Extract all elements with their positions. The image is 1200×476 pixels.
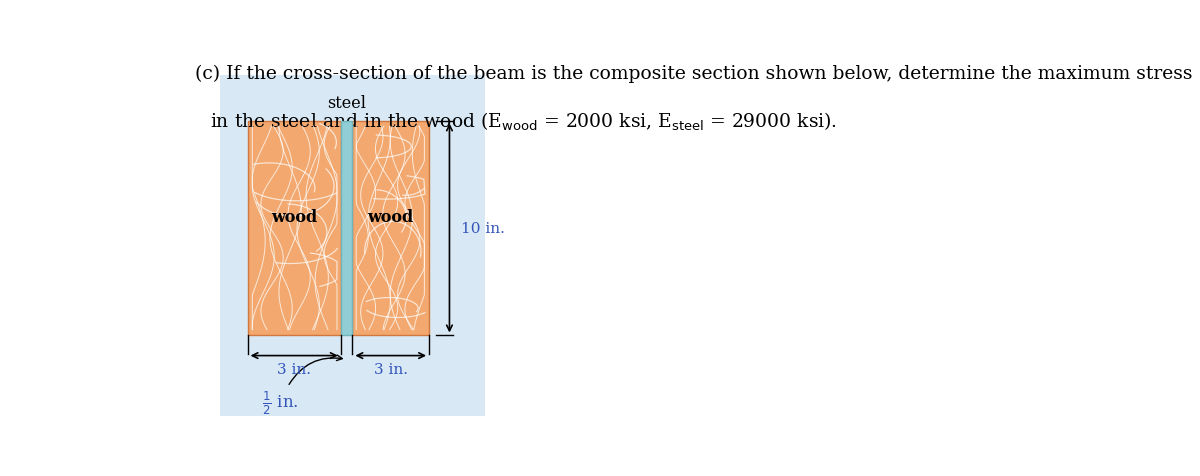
Text: steel: steel [328, 95, 366, 112]
Bar [220, 75, 485, 416]
Text: in the steel and in the wood (E$_{\rm wood}$ = 2000 ksi, E$_{\rm steel}$ = 29000: in the steel and in the wood (E$_{\rm wo… [210, 110, 838, 132]
Text: 3 in.: 3 in. [277, 362, 311, 377]
Bar [341, 121, 353, 336]
Bar [353, 121, 430, 336]
Bar [247, 121, 341, 336]
Text: (c) If the cross-section of the beam is the composite section shown below, deter: (c) If the cross-section of the beam is … [194, 64, 1192, 83]
Text: 3 in.: 3 in. [373, 362, 408, 377]
Text: 10 in.: 10 in. [461, 221, 504, 236]
Text: $\frac{1}{2}$ in.: $\frac{1}{2}$ in. [262, 389, 298, 416]
Text: wood: wood [367, 209, 414, 226]
Text: wood: wood [271, 209, 317, 226]
